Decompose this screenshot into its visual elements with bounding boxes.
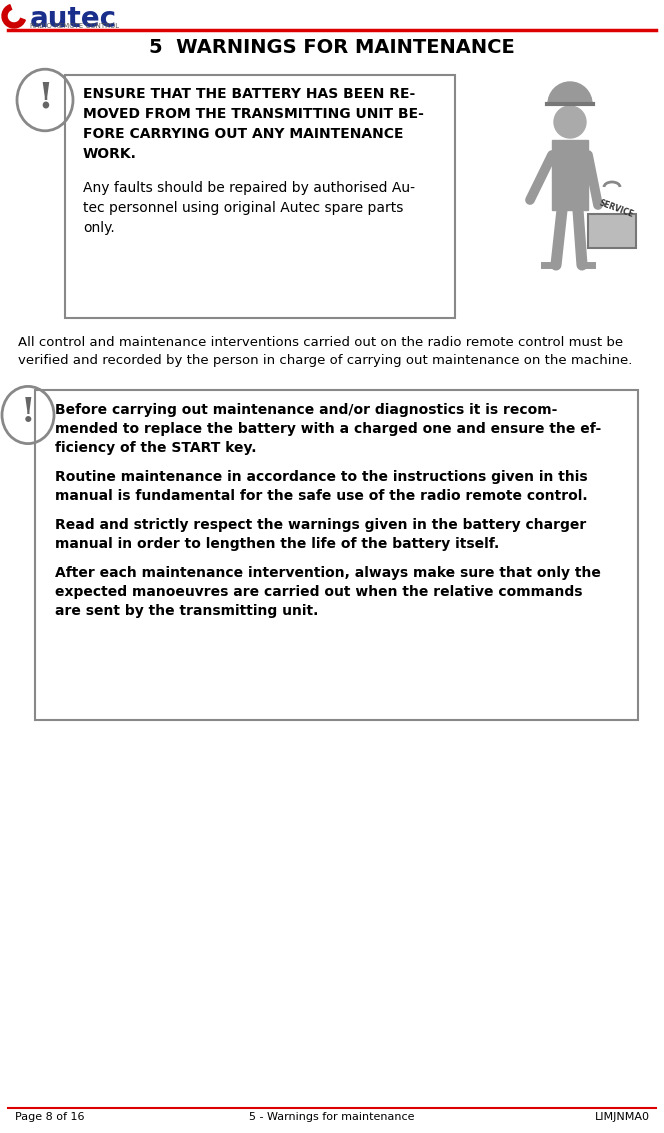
Text: ENSURE THAT THE BATTERY HAS BEEN RE-: ENSURE THAT THE BATTERY HAS BEEN RE- (83, 87, 415, 101)
Wedge shape (2, 5, 25, 28)
Text: WORK.: WORK. (83, 147, 137, 161)
Text: Read and strictly respect the warnings given in the battery charger: Read and strictly respect the warnings g… (55, 518, 586, 533)
Text: autec: autec (30, 5, 117, 33)
Text: mended to replace the battery with a charged one and ensure the ef-: mended to replace the battery with a cha… (55, 421, 601, 436)
Text: Page 8 of 16: Page 8 of 16 (15, 1111, 84, 1122)
FancyBboxPatch shape (35, 390, 638, 719)
Text: LIMJNMA0: LIMJNMA0 (595, 1111, 650, 1122)
Text: expected manoeuvres are carried out when the relative commands: expected manoeuvres are carried out when… (55, 585, 582, 599)
Text: verified and recorded by the person in charge of carrying out maintenance on the: verified and recorded by the person in c… (18, 353, 632, 367)
FancyBboxPatch shape (588, 214, 636, 248)
Circle shape (554, 107, 586, 138)
Text: tec personnel using original Autec spare parts: tec personnel using original Autec spare… (83, 201, 403, 215)
Text: FORE CARRYING OUT ANY MAINTENANCE: FORE CARRYING OUT ANY MAINTENANCE (83, 127, 404, 140)
Text: !: ! (21, 397, 35, 429)
FancyBboxPatch shape (552, 140, 588, 210)
Text: SERVICE: SERVICE (598, 198, 635, 220)
Text: manual is fundamental for the safe use of the radio remote control.: manual is fundamental for the safe use o… (55, 489, 588, 503)
Text: only.: only. (83, 221, 115, 235)
Text: ficiency of the START key.: ficiency of the START key. (55, 441, 256, 455)
Text: !: ! (37, 80, 53, 116)
Text: MOVED FROM THE TRANSMITTING UNIT BE-: MOVED FROM THE TRANSMITTING UNIT BE- (83, 107, 424, 121)
Text: RADIO REMOTE CONTROL: RADIO REMOTE CONTROL (30, 23, 119, 29)
Text: After each maintenance intervention, always make sure that only the: After each maintenance intervention, alw… (55, 566, 601, 580)
Text: 5 - Warnings for maintenance: 5 - Warnings for maintenance (249, 1111, 415, 1122)
Text: Any faults should be repaired by authorised Au-: Any faults should be repaired by authori… (83, 181, 415, 195)
Text: Before carrying out maintenance and/or diagnostics it is recom-: Before carrying out maintenance and/or d… (55, 403, 557, 417)
Text: All control and maintenance interventions carried out on the radio remote contro: All control and maintenance intervention… (18, 337, 623, 349)
Text: are sent by the transmitting unit.: are sent by the transmitting unit. (55, 604, 318, 617)
Text: 5  WARNINGS FOR MAINTENANCE: 5 WARNINGS FOR MAINTENANCE (149, 39, 515, 57)
Wedge shape (548, 82, 592, 104)
Text: Routine maintenance in accordance to the instructions given in this: Routine maintenance in accordance to the… (55, 470, 588, 484)
FancyBboxPatch shape (65, 75, 455, 318)
Text: manual in order to lengthen the life of the battery itself.: manual in order to lengthen the life of … (55, 537, 499, 551)
